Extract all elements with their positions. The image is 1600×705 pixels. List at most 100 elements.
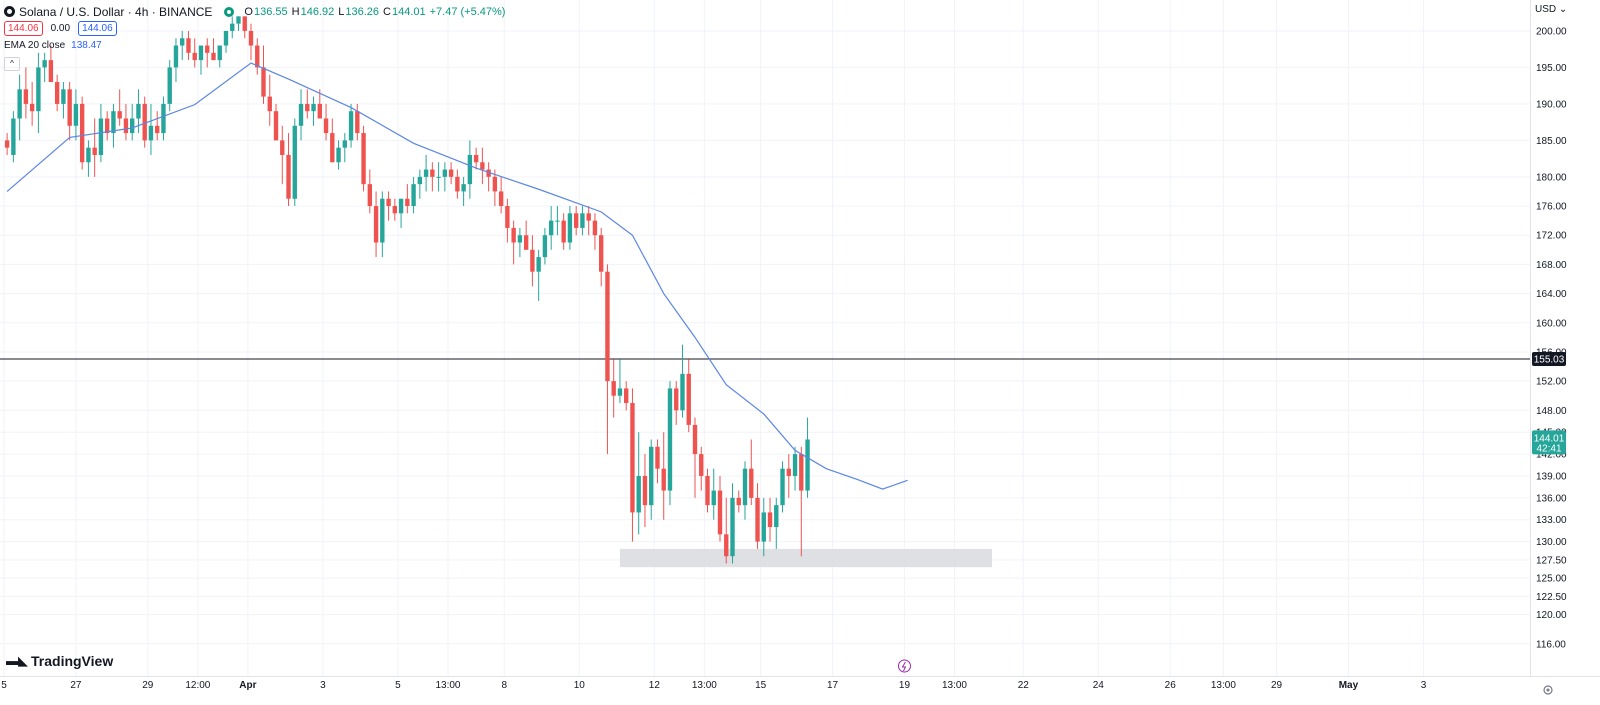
collapse-legend-button[interactable]: ^ — [4, 56, 20, 71]
candle — [323, 103, 329, 141]
candle — [636, 432, 641, 535]
price-tick-label: 136.00 — [1536, 493, 1567, 504]
candle-body — [405, 198, 410, 207]
time-tick-label: 27 — [70, 680, 82, 691]
candle — [205, 38, 210, 68]
candle — [48, 45, 54, 83]
candle — [54, 74, 60, 112]
candle — [286, 133, 291, 207]
trade-row: 144.06 0.00 144.06 — [4, 20, 505, 37]
candle — [667, 381, 673, 506]
event-lightning-icon — [897, 659, 911, 673]
price-tick-label: 125.00 — [1536, 574, 1567, 585]
candle — [42, 52, 47, 83]
candle-body — [530, 249, 535, 272]
candle — [305, 89, 310, 119]
candle-body — [636, 475, 641, 513]
candle-body — [392, 206, 398, 214]
candle — [180, 30, 185, 61]
currency-selector[interactable]: USD ⌄ — [1535, 4, 1568, 15]
candle-body — [348, 111, 354, 141]
candle — [236, 16, 241, 31]
candle-body — [242, 16, 247, 31]
candle-body — [805, 439, 810, 491]
ema-indicator-label[interactable]: EMA 20 close — [4, 40, 66, 51]
candle-body — [198, 45, 204, 61]
candle-body — [361, 133, 366, 185]
candle-body — [79, 103, 85, 163]
candle-body — [136, 103, 141, 119]
candle — [123, 103, 129, 141]
candle — [542, 227, 548, 265]
candle-body — [655, 446, 660, 469]
candle-body — [317, 103, 322, 119]
price-tick-label: 142.00 — [1536, 450, 1567, 461]
price-tick-label: 139.00 — [1536, 471, 1567, 482]
time-tick-label: 12:00 — [185, 680, 210, 691]
candle-body — [736, 497, 741, 506]
candle-body — [355, 111, 360, 134]
candle-body — [792, 454, 798, 476]
candle — [255, 38, 260, 75]
symbol-title[interactable]: Solana / U.S. Dollar · 4h · BINANCE — [19, 4, 213, 19]
indicator-row: EMA 20 close 138.47 — [4, 37, 505, 54]
sell-button[interactable]: 144.06 — [4, 21, 43, 36]
price-tick-label: 133.00 — [1536, 515, 1567, 526]
candle-body — [4, 140, 10, 148]
candle-body — [680, 373, 685, 411]
ohlc-value: 144.01 — [391, 5, 426, 18]
time-tick-label: May — [1339, 680, 1359, 691]
tradingview-mark-icon: ▬◣ — [6, 653, 28, 668]
candle-body — [223, 30, 229, 46]
candle — [173, 38, 179, 83]
time-tick-label: 13:00 — [942, 680, 967, 691]
candle-body — [192, 52, 197, 61]
candle — [674, 381, 679, 425]
candle-body — [467, 154, 473, 185]
candle-body — [649, 446, 654, 506]
candle — [411, 176, 416, 214]
time-axis[interactable]: 5 27 29 12:00 Apr 3 5 13:00 8 10 12 13:00 15 17 19 13:0… — [0, 676, 1600, 705]
ohlc-key: L — [338, 5, 345, 18]
candle — [561, 213, 566, 250]
candle — [161, 96, 166, 141]
candle — [724, 497, 729, 564]
candle — [767, 497, 773, 542]
candle-body — [342, 140, 347, 148]
candles-layer — [4, 16, 810, 564]
price-tick-label: 164.00 — [1536, 289, 1567, 300]
candle-body — [186, 38, 191, 53]
candle — [342, 133, 347, 163]
price-tick-label: 122.50 — [1536, 592, 1567, 603]
candle-body — [411, 184, 416, 207]
candle-body — [23, 89, 29, 104]
candle-body — [417, 176, 423, 185]
tradingview-logo[interactable]: ▬◣ TradingView — [6, 653, 113, 669]
candle — [248, 23, 254, 61]
candle-body — [536, 257, 541, 272]
chart-legend: Solana / U.S. Dollar · 4h · BINANCE O136… — [4, 3, 505, 71]
candle — [86, 140, 91, 177]
candle-body — [555, 220, 560, 222]
candle-body — [280, 140, 285, 155]
bar-countdown-label: 42:41 — [1536, 443, 1561, 454]
candle — [448, 162, 454, 185]
candle-body — [248, 30, 254, 46]
candle-body — [305, 103, 310, 112]
candle-body — [480, 162, 485, 170]
price-tick-label: 172.00 — [1536, 231, 1567, 242]
candle — [4, 133, 10, 155]
candle-body — [298, 103, 304, 126]
buy-button[interactable]: 144.06 — [78, 21, 117, 36]
candle — [730, 483, 735, 564]
time-tick-label: 5 — [1, 680, 7, 691]
candle-body — [717, 490, 723, 535]
candle — [492, 169, 498, 207]
candle — [405, 184, 410, 214]
price-tick-label: 200.00 — [1536, 26, 1567, 37]
candle-body — [542, 235, 548, 258]
candle-body — [767, 512, 773, 528]
candle — [505, 198, 510, 243]
candle — [198, 45, 204, 75]
